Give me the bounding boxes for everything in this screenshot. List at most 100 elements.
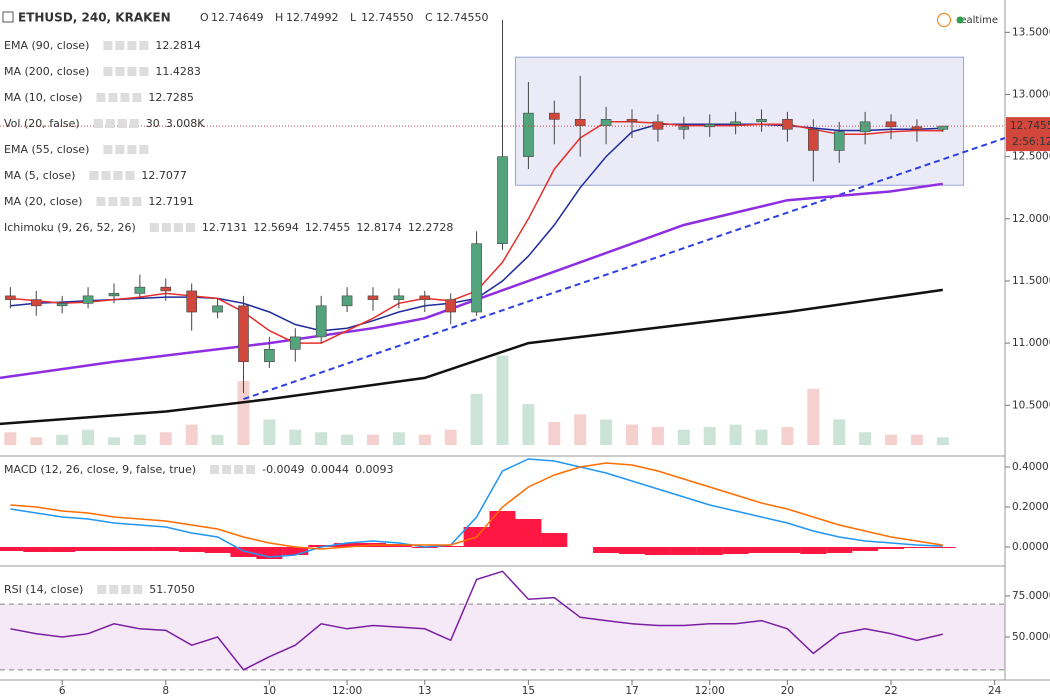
macd-histogram (152, 547, 179, 551)
legend-controls[interactable] (210, 465, 256, 474)
legend-name: MA (10, close) (4, 91, 82, 104)
x-tick-label: 13 (418, 685, 431, 697)
ohlc-key: O (200, 11, 209, 24)
candle-body (833, 131, 845, 151)
collapse-icon[interactable] (2, 11, 14, 23)
candle-body (134, 286, 146, 294)
volume-bar (600, 419, 613, 445)
volume-bar (107, 437, 120, 445)
legend-controls[interactable] (96, 93, 142, 102)
volume-bar (289, 429, 302, 445)
volume-bar (522, 404, 535, 445)
volume-bar (651, 427, 664, 445)
ohlc-key: L (350, 11, 357, 24)
legend-controls[interactable] (103, 67, 149, 76)
legend-value: 12.5694 (253, 221, 299, 234)
legend-value: 12.2728 (408, 221, 454, 234)
macd-histogram (100, 547, 127, 551)
x-tick-label: 12:00 (695, 685, 725, 697)
legend-controls[interactable] (96, 197, 142, 206)
macd-histogram (644, 547, 671, 555)
volume-bar (211, 434, 224, 445)
candle-body (5, 295, 16, 300)
volume-bar (444, 429, 457, 445)
macd-histogram (774, 547, 801, 553)
status-dot (956, 16, 964, 24)
legend-value: 12.7285 (148, 91, 194, 104)
volume-bar (4, 432, 17, 445)
candle-body (756, 119, 767, 123)
macd-histogram (437, 546, 464, 547)
legend-value: 12.7455 (305, 221, 351, 234)
macd-histogram (178, 547, 205, 552)
volume-bar (548, 422, 561, 445)
volume-bar (315, 432, 328, 445)
symbol: ETHUSD, 240, KRAKEN (18, 11, 171, 25)
plot-area: 13.50000 13.00000 12.50000 12.00000 11.50000… (0, 19, 1050, 697)
candle-body (108, 293, 120, 297)
legend-value: 12.7077 (141, 169, 187, 182)
legend-value: 3.008K (166, 117, 205, 130)
macd-histogram (593, 547, 620, 553)
candle-body (911, 126, 923, 130)
volume-bar (574, 414, 587, 445)
legend-controls[interactable] (93, 119, 139, 128)
y-tick-label: 0.2000 (1012, 501, 1049, 513)
volume-bar (366, 434, 379, 445)
countdown: 2:56:12 (1012, 136, 1050, 148)
macd-histogram (903, 547, 930, 548)
legend-name: MACD (12, 26, close, 9, false, true) (4, 463, 196, 476)
volume-bar (185, 424, 198, 445)
candle-body (885, 121, 897, 128)
alert-icon[interactable] (937, 13, 951, 27)
legend-value: -0.0049 (262, 463, 304, 476)
legend-name: EMA (90, close) (4, 39, 89, 52)
legend-controls[interactable] (103, 41, 149, 50)
candle-body (30, 299, 42, 307)
ohlc-value: 12.74550 (436, 11, 489, 24)
volume-bar (418, 434, 431, 445)
legend-value: 0.0044 (311, 463, 350, 476)
y-tick-label: 12.50000 (1012, 151, 1050, 163)
macd-histogram (49, 547, 76, 552)
legend-controls[interactable] (149, 223, 195, 232)
legend-controls[interactable] (97, 585, 143, 594)
volume-bar (470, 393, 483, 445)
legend-name: RSI (14, close) (4, 583, 83, 596)
volume-bar (392, 432, 405, 445)
x-tick-label: 8 (162, 685, 169, 697)
macd-histogram (852, 547, 879, 551)
macd-histogram (230, 547, 257, 557)
candle-body (367, 295, 379, 300)
x-tick-label: 22 (884, 685, 897, 697)
volume-bar (859, 432, 872, 445)
volume-bar (496, 355, 509, 445)
legend-value: 0.0093 (355, 463, 394, 476)
macd-histogram (515, 519, 542, 547)
legend-value: 12.2814 (155, 39, 201, 52)
volume-bar (263, 419, 276, 445)
legend-controls[interactable] (103, 145, 149, 154)
y-tick-label: 10.50000 (1012, 399, 1050, 411)
candle-body (56, 303, 68, 307)
candle-body (186, 290, 197, 313)
volume-bar (341, 434, 354, 445)
candle-body (600, 119, 612, 126)
legend-name: MA (20, close) (4, 195, 82, 208)
legend-value: 12.8174 (356, 221, 402, 234)
candle-body (160, 286, 172, 292)
signal-line (10, 462, 943, 550)
x-tick-label: 12:00 (332, 685, 362, 697)
candle-body (808, 128, 819, 151)
legend-controls[interactable] (89, 171, 135, 180)
price-tag (1006, 117, 1050, 152)
x-tick-label: 10 (263, 685, 276, 697)
candle-body (704, 124, 716, 128)
y-tick-label: 0.0000 (1012, 541, 1049, 553)
rsi-band (0, 604, 1005, 670)
range-box (514, 56, 965, 186)
y-tick-label: 11.50000 (1012, 275, 1050, 287)
macd-histogram (23, 547, 50, 552)
macd-histogram (722, 547, 749, 554)
x-tick-label: 20 (781, 685, 794, 697)
